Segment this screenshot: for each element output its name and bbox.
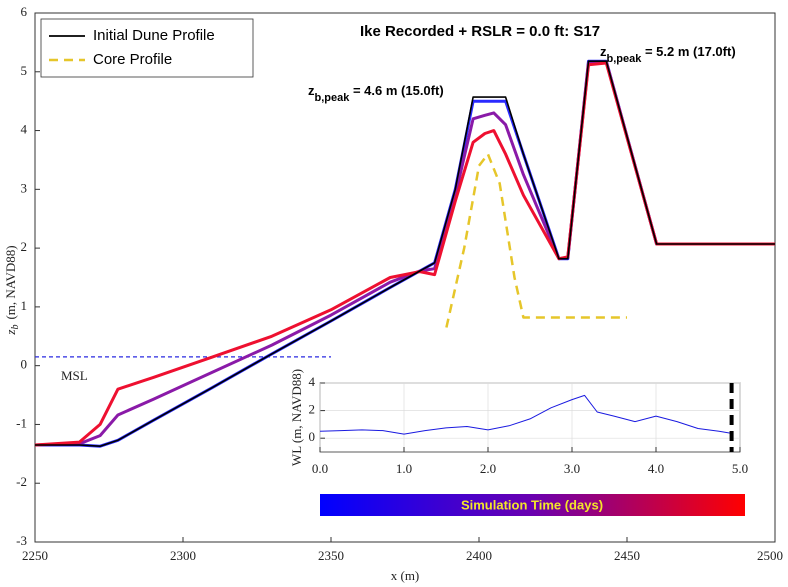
legend-label: Core Profile: [93, 51, 172, 68]
series-line: [445, 152, 627, 328]
y-tick-label: 4: [21, 122, 28, 137]
colorbar: [320, 494, 745, 516]
x-tick-label: 0.0: [312, 461, 328, 476]
y-tick-label: 2: [21, 239, 28, 254]
y-tick-label: 0: [21, 357, 28, 372]
y-tick-label: -1: [16, 415, 27, 430]
annotation-base: z: [600, 44, 607, 59]
x-tick-label: 2300: [170, 548, 196, 563]
x-tick-label: 2500: [757, 548, 783, 563]
annotation-base: z: [308, 83, 315, 98]
annotation: zb,peak = 5.2 m (17.0ft): [600, 44, 736, 64]
y-axis-label: WL (m, NAVD88): [289, 369, 304, 466]
y-tick-label: 4: [309, 374, 316, 389]
x-tick-label: 2.0: [480, 461, 496, 476]
legend: Initial Dune Profile Core Profile: [40, 18, 254, 78]
series-line: [319, 394, 732, 435]
y-tick-label: -3: [16, 533, 27, 548]
y-axis-label: zb (m, NAVD88): [3, 245, 21, 335]
x-tick-label: 4.0: [648, 461, 664, 476]
y-tick-label: 1: [21, 298, 28, 313]
series-line: [35, 60, 775, 447]
msl-label: MSL: [61, 368, 88, 383]
y-tick-label: 2: [309, 402, 316, 417]
x-tick-label: 5.0: [732, 461, 748, 476]
colorbar-label: Simulation Time (days): [461, 497, 603, 512]
annotation-sub: b,peak: [315, 92, 351, 104]
main-plot: -3 -2 -1 0 1 2 3 4 5 6 2250 2300 2350 2400 2450 2500 MSL…: [3, 4, 783, 583]
y-label-rest: (m, NAVD88): [3, 245, 18, 319]
legend-label: Initial Dune Profile: [93, 27, 215, 44]
x-tick-label: 2350: [318, 548, 344, 563]
y-tick-label: 3: [21, 180, 28, 195]
x-tick-label: 2450: [614, 548, 640, 563]
x-tick-label: 2400: [466, 548, 492, 563]
x-tick-label: 2250: [22, 548, 48, 563]
plot-area: [319, 382, 741, 453]
y-tick-label: 0: [309, 429, 316, 444]
y-tick-label: -2: [16, 474, 27, 489]
annotation-sub: b,peak: [607, 53, 643, 65]
chart-title: Ike Recorded + RSLR = 0.0 ft: S17: [360, 23, 600, 40]
annotation-rest: = 5.2 m (17.0ft): [641, 44, 735, 59]
y-label-sub: b: [10, 325, 21, 330]
x-tick-label: 3.0: [564, 461, 580, 476]
y-tick-label: 5: [21, 63, 28, 78]
annotation-rest: = 4.6 m (15.0ft): [349, 83, 443, 98]
inset: 0 2 4 0.0 1.0 2.0 3.0 4.0 5.0 WL (m, NAVD88): [289, 369, 748, 476]
y-label-base: z: [3, 330, 18, 336]
y-tick-label: 6: [21, 4, 28, 19]
x-axis-label: x (m): [391, 568, 420, 583]
x-tick-label: 1.0: [396, 461, 412, 476]
legend-box: [40, 18, 254, 78]
annotation: zb,peak = 4.6 m (15.0ft): [308, 83, 444, 103]
